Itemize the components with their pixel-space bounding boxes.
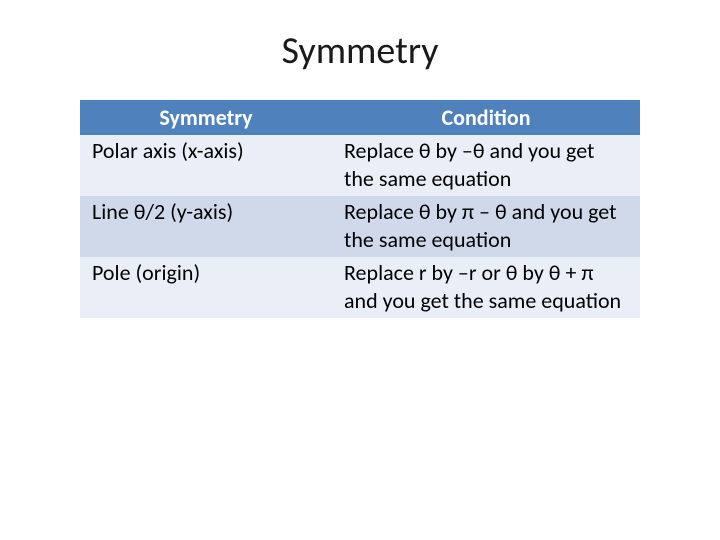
table-row: Line θ/2 (y-axis) Replace θ by π – θ and… bbox=[80, 196, 640, 257]
slide-title: Symmetry bbox=[0, 28, 720, 74]
table-row: Polar axis (x-axis) Replace θ by –θ and … bbox=[80, 135, 640, 196]
cell-symmetry: Line θ/2 (y-axis) bbox=[80, 196, 332, 257]
cell-condition: Replace r by –r or θ by θ + π and you ge… bbox=[332, 257, 640, 318]
cell-symmetry: Pole (origin) bbox=[80, 257, 332, 318]
table-row: Pole (origin) Replace r by –r or θ by θ … bbox=[80, 257, 640, 318]
slide: Symmetry Symmetry Condition Polar axis (… bbox=[0, 0, 720, 540]
col-header-condition: Condition bbox=[332, 100, 640, 135]
cell-symmetry: Polar axis (x-axis) bbox=[80, 135, 332, 196]
cell-condition: Replace θ by –θ and you get the same equ… bbox=[332, 135, 640, 196]
col-header-symmetry: Symmetry bbox=[80, 100, 332, 135]
table-header-row: Symmetry Condition bbox=[80, 100, 640, 135]
symmetry-table: Symmetry Condition Polar axis (x-axis) R… bbox=[80, 100, 640, 318]
symmetry-table-container: Symmetry Condition Polar axis (x-axis) R… bbox=[80, 100, 640, 318]
cell-condition: Replace θ by π – θ and you get the same … bbox=[332, 196, 640, 257]
